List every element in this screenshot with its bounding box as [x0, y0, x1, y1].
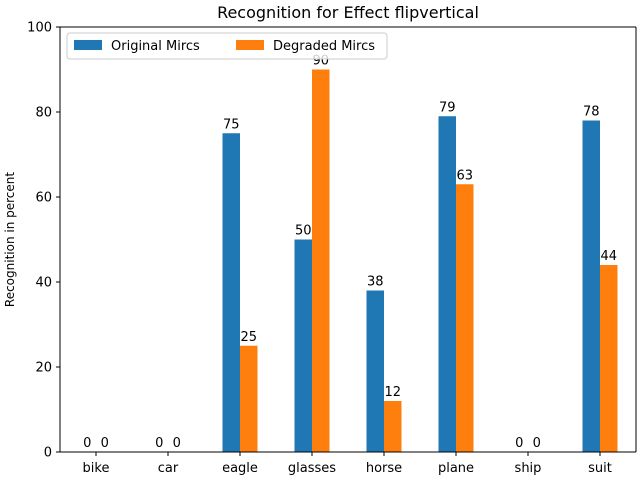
x-tick-label-plane: plane — [438, 461, 474, 476]
y-tick-label-80: 80 — [35, 106, 52, 121]
bar-original-horse — [366, 290, 384, 452]
data-label-degraded-bike: 0 — [101, 436, 109, 451]
legend-box — [66, 32, 388, 60]
x-tick-label-ship: ship — [515, 461, 542, 476]
legend-swatch-original — [74, 40, 102, 50]
data-label-original-bike: 0 — [83, 436, 91, 451]
legend-label-original: Original Mircs — [111, 39, 200, 54]
x-tick-label-eagle: eagle — [222, 461, 258, 476]
y-tick-label-100: 100 — [27, 21, 52, 36]
data-label-original-glasses: 50 — [295, 224, 312, 239]
chart-title: Recognition for Effect flipvertical — [217, 3, 479, 22]
bar-original-glasses — [294, 239, 312, 452]
y-axis-label: Recognition in percent — [3, 172, 17, 307]
data-label-original-ship: 0 — [515, 436, 523, 451]
axes-layer — [59, 26, 637, 453]
y-tick-label-40: 40 — [35, 276, 52, 291]
bar-original-plane — [438, 116, 456, 452]
x-tick-label-bike: bike — [83, 461, 110, 476]
bar-degraded-horse — [384, 401, 402, 452]
data-label-degraded-eagle: 25 — [240, 330, 257, 345]
y-tick-label-0: 0 — [44, 446, 52, 461]
y-tick-label-20: 20 — [35, 361, 52, 376]
data-label-original-eagle: 75 — [223, 117, 240, 132]
data-label-original-suit: 78 — [583, 105, 600, 120]
data-label-original-car: 0 — [155, 436, 163, 451]
data-label-degraded-ship: 0 — [533, 436, 541, 451]
bar-degraded-glasses — [312, 69, 330, 452]
data-label-degraded-plane: 63 — [456, 168, 473, 183]
data-label-degraded-car: 0 — [173, 436, 181, 451]
bar-original-suit — [582, 120, 600, 452]
bar-degraded-eagle — [240, 345, 258, 452]
data-label-original-horse: 38 — [367, 275, 384, 290]
data-label-original-plane: 79 — [439, 100, 456, 115]
bars-layer — [222, 69, 618, 452]
x-tick-label-suit: suit — [588, 461, 612, 476]
y-ticks-layer: 0 20 40 60 80 100 — [27, 21, 60, 461]
legend: Original Mircs Degraded Mircs — [66, 32, 388, 60]
x-tick-label-glasses: glasses — [288, 461, 336, 476]
x-ticks-layer: bike car eagle glasses horse plane ship suit — [83, 452, 612, 476]
bar-degraded-plane — [456, 184, 474, 452]
data-label-degraded-horse: 12 — [384, 385, 401, 400]
legend-swatch-degraded — [236, 40, 264, 50]
x-tick-label-car: car — [158, 461, 179, 476]
data-label-degraded-suit: 44 — [600, 249, 617, 264]
bar-original-eagle — [222, 133, 240, 452]
legend-label-degraded: Degraded Mircs — [273, 39, 375, 54]
x-tick-label-horse: horse — [366, 461, 402, 476]
y-tick-label-60: 60 — [35, 191, 52, 206]
bar-degraded-suit — [600, 265, 618, 452]
plot-area — [60, 27, 636, 452]
